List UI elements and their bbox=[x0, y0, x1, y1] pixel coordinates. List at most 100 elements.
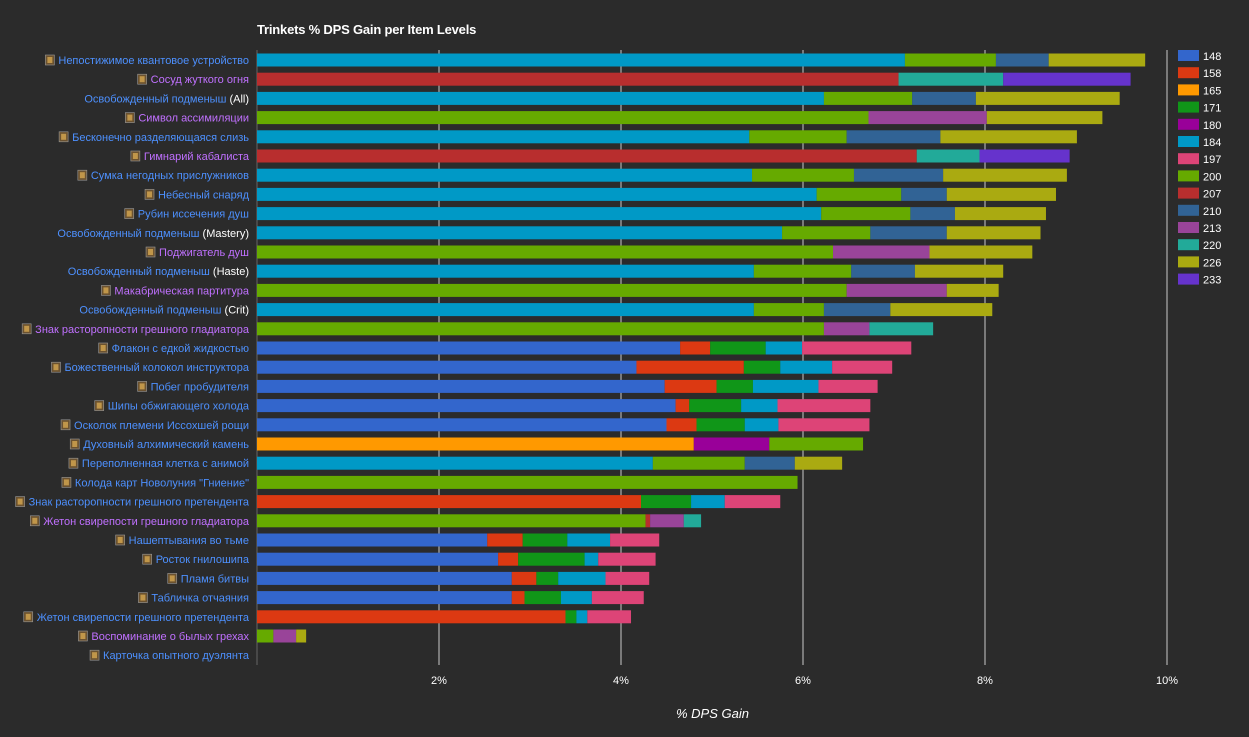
legend-swatch bbox=[1178, 239, 1199, 251]
bar-segment-171 bbox=[565, 610, 577, 624]
bar-segment-171 bbox=[743, 360, 781, 374]
trinket-icon bbox=[61, 477, 72, 488]
bar-segment-184 bbox=[567, 533, 611, 547]
trinket-icon bbox=[130, 150, 141, 162]
legend-swatch bbox=[1178, 153, 1199, 165]
x-tick-label: 10% bbox=[1156, 675, 1178, 687]
bar-segment-210 bbox=[910, 207, 955, 221]
item-label: Божественный колокол инструктора bbox=[64, 362, 249, 374]
bar-segment-184 bbox=[257, 207, 822, 221]
bar-segment-200 bbox=[782, 226, 871, 240]
bar-segment-207 bbox=[257, 149, 917, 163]
legend-swatch bbox=[1178, 67, 1199, 79]
bar-segment-184 bbox=[584, 552, 599, 566]
bar-segment-158 bbox=[636, 360, 744, 374]
bar-segment-210 bbox=[846, 130, 941, 144]
bar-segment-200 bbox=[749, 130, 847, 144]
bar-segment-197 bbox=[610, 533, 660, 547]
item-label: Сосуд жуткого огня bbox=[151, 74, 249, 86]
bar-segment-200 bbox=[652, 456, 745, 470]
bar-segment-226 bbox=[890, 303, 993, 317]
legend-label: 148 bbox=[1203, 51, 1221, 63]
bar-segment-213 bbox=[823, 322, 870, 336]
bar-segment-213 bbox=[273, 629, 297, 643]
item-label: Пламя битвы bbox=[181, 573, 249, 585]
bar-segment-226 bbox=[954, 207, 1046, 221]
bar-segment-200 bbox=[753, 303, 824, 317]
item-label: Сумка негодных прислужников bbox=[91, 170, 249, 182]
bar-segment-158 bbox=[511, 591, 525, 605]
legend-label: 184 bbox=[1203, 137, 1221, 149]
trinket-icon bbox=[137, 73, 147, 85]
item-label: Знак расторопности грешного претендента bbox=[29, 497, 250, 509]
legend-label: 197 bbox=[1203, 154, 1221, 166]
bar-segment-213 bbox=[846, 283, 947, 297]
bar-segment-171 bbox=[710, 341, 766, 355]
trinket-icon bbox=[137, 381, 147, 392]
trinket-icon bbox=[138, 592, 148, 603]
item-label: Гимнарий кабалиста bbox=[144, 151, 250, 163]
legend-item-171: 171 bbox=[1178, 101, 1221, 115]
chart-title: Trinkets % DPS Gain per Item Levels bbox=[257, 22, 477, 37]
x-tick-label: 8% bbox=[977, 675, 993, 687]
bar-segment-210 bbox=[995, 53, 1049, 67]
bar-segment-226 bbox=[940, 130, 1077, 144]
item-label: Рубин иссечения душ bbox=[138, 209, 249, 221]
bar-segment-184 bbox=[752, 379, 819, 393]
legend-item-220: 220 bbox=[1178, 239, 1221, 252]
trinket-icon bbox=[101, 285, 111, 296]
bar-segment-184 bbox=[257, 168, 753, 182]
bar-segment-210 bbox=[912, 91, 976, 105]
bar-segment-148 bbox=[257, 379, 665, 393]
bar-segment-184 bbox=[576, 610, 588, 624]
legend-item-200: 200 bbox=[1178, 170, 1221, 183]
bar-segment-184 bbox=[257, 264, 754, 278]
trinket-icon bbox=[89, 649, 100, 661]
bar-segment-171 bbox=[641, 495, 692, 509]
item-label: Поджигатель душ bbox=[159, 247, 249, 259]
bar-segment-184 bbox=[257, 456, 653, 470]
legend-label: 210 bbox=[1203, 206, 1221, 218]
item-label: Побег пробудителя bbox=[151, 381, 249, 393]
bar-segment-226 bbox=[794, 456, 843, 470]
item-label: Бесконечно разделяющаяся слизь bbox=[72, 132, 249, 144]
trinket-icon bbox=[144, 189, 155, 200]
trinket-icon bbox=[15, 496, 25, 507]
trinket-icon bbox=[167, 573, 178, 584]
bar-segment-148 bbox=[257, 360, 637, 374]
trinket-icon bbox=[69, 438, 80, 450]
item-label: Колода карт Новолуния "Гниение" bbox=[75, 477, 249, 489]
bar-segment-200 bbox=[769, 437, 864, 451]
item-label: Символ ассимиляции bbox=[138, 113, 249, 125]
legend-label: 158 bbox=[1203, 68, 1221, 80]
bar-segment-148 bbox=[257, 341, 681, 355]
legend-label: 171 bbox=[1203, 103, 1221, 115]
bar-segment-197 bbox=[832, 360, 893, 374]
bar-segment-233 bbox=[1003, 72, 1131, 86]
bar-segment-148 bbox=[257, 418, 667, 432]
legend-item-233: 233 bbox=[1178, 273, 1221, 287]
trinket-icon bbox=[60, 419, 71, 431]
legend-swatch bbox=[1178, 273, 1199, 285]
bar-segment-197 bbox=[778, 418, 870, 432]
legend-swatch bbox=[1178, 136, 1199, 147]
bar-segment-184 bbox=[257, 303, 754, 317]
item-label: Освобожденный подменыш (Haste) bbox=[68, 266, 249, 278]
legend-label: 233 bbox=[1203, 275, 1221, 287]
bar-segment-158 bbox=[257, 610, 566, 624]
bar-segment-180 bbox=[693, 437, 770, 451]
bar-segment-158 bbox=[675, 399, 690, 413]
legend-swatch bbox=[1178, 118, 1199, 130]
item-label: Духовный алхимический камень bbox=[83, 439, 249, 451]
bar-segment-171 bbox=[689, 399, 742, 413]
trinket-icon bbox=[29, 515, 40, 527]
bar-segment-200 bbox=[257, 245, 834, 259]
x-tick-label: 4% bbox=[613, 675, 629, 687]
item-label: Непостижимое квантовое устройство bbox=[58, 55, 249, 67]
bar-segment-200 bbox=[257, 475, 798, 489]
bar-segment-200 bbox=[257, 111, 869, 125]
bar-segment-197 bbox=[587, 610, 632, 624]
bar-segment-171 bbox=[696, 418, 745, 432]
bar-segment-184 bbox=[558, 571, 606, 585]
bar-segment-226 bbox=[975, 91, 1120, 105]
